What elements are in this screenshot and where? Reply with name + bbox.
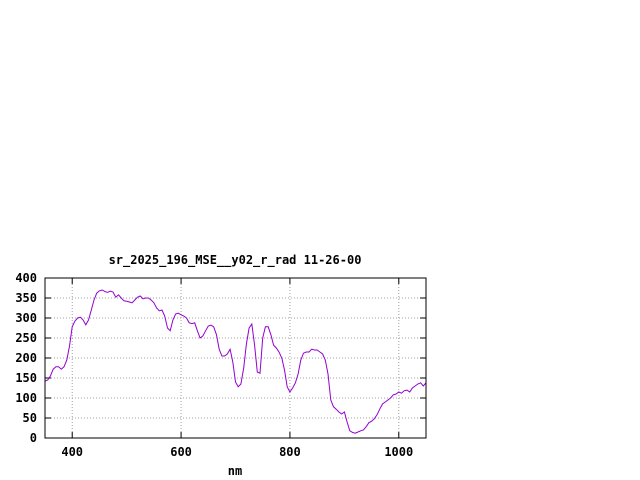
y-tick-label: 50	[23, 411, 37, 425]
plot-frame	[44, 277, 427, 439]
plot-area	[44, 289, 427, 434]
grid	[45, 278, 426, 438]
chart-title: sr_2025_196_MSE__y02_r_rad 11-26-00	[109, 253, 362, 268]
y-tick-label: 250	[15, 331, 37, 345]
y-tick-label: 350	[15, 291, 37, 305]
y-tick-label: 300	[15, 311, 37, 325]
y-tick-label: 0	[30, 431, 37, 445]
x-tick-label: 1000	[384, 445, 413, 459]
x-axis-ticks: 400 600 800 1000	[61, 278, 413, 459]
y-tick-label: 200	[15, 351, 37, 365]
x-tick-label: 800	[279, 445, 301, 459]
x-tick-label: 400	[61, 445, 83, 459]
y-axis-ticks: 0 50 100 150 200 250 300 350 400	[15, 271, 426, 445]
series-line	[44, 289, 427, 434]
y-tick-label: 400	[15, 271, 37, 285]
y-tick-label: 150	[15, 371, 37, 385]
x-axis-label: nm	[228, 464, 242, 478]
y-tick-label: 100	[15, 391, 37, 405]
x-tick-label: 600	[170, 445, 192, 459]
